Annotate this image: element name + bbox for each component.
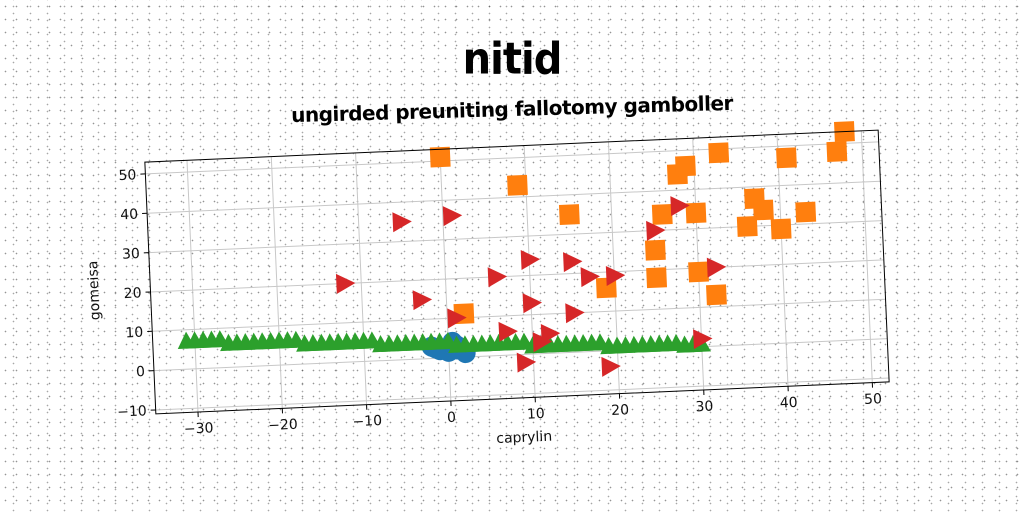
x-gridline — [439, 149, 452, 402]
data-point-square — [651, 203, 673, 225]
data-points — [177, 121, 855, 377]
data-point-triangle-right — [646, 220, 666, 241]
x-gridline — [860, 130, 873, 383]
x-tick-label: 20 — [611, 402, 630, 419]
plot-area: −30 −20 −10 0 10 20 30 40 50 −10 0 10 20 30 40 50 capry… — [85, 121, 890, 447]
data-point-square — [507, 174, 528, 196]
y-tick-label: −10 — [117, 403, 147, 420]
axis-ticks: −30 −20 −10 0 10 20 30 40 50 −10 0 10 20 30 40 50 — [117, 167, 883, 437]
y-gridline — [150, 259, 884, 293]
data-point-triangle-right — [520, 250, 541, 270]
data-point-square — [644, 239, 666, 261]
data-point-square — [706, 284, 727, 306]
x-tick-label: 0 — [447, 410, 457, 426]
y-gridline — [155, 377, 889, 411]
data-point-square — [752, 199, 774, 221]
data-point-triangle-right — [447, 308, 467, 329]
data-point-triangle-right — [335, 273, 356, 294]
chart-title: nitid — [462, 33, 563, 85]
data-point-triangle-right — [693, 329, 713, 350]
data-point-triangle-right — [487, 267, 508, 288]
data-point-triangle-right — [580, 267, 600, 288]
data-point-triangle-right — [565, 303, 585, 324]
y-tick-label: 0 — [136, 364, 146, 380]
y-gridline — [147, 180, 881, 214]
y-gridline — [152, 298, 886, 332]
x-tick-label: −30 — [184, 420, 214, 437]
x-gridline — [186, 160, 199, 413]
data-point-square — [685, 202, 707, 224]
data-point-triangle-right — [516, 352, 537, 373]
data-point-triangle-right — [412, 290, 433, 311]
x-gridline — [776, 134, 789, 387]
y-tick-label: 50 — [118, 167, 137, 184]
x-gridline — [270, 156, 283, 409]
x-tick-label: 10 — [527, 406, 546, 423]
data-point-triangle-right — [498, 321, 518, 342]
data-point-square — [795, 201, 817, 223]
data-point-square — [688, 261, 709, 283]
y-tick-label: 20 — [123, 285, 142, 302]
data-point-square — [736, 216, 758, 237]
x-gridline — [355, 152, 368, 405]
data-point-square — [558, 204, 580, 225]
x-gridline — [607, 141, 620, 394]
data-point-triangle-right — [670, 196, 690, 217]
data-point-square — [826, 141, 848, 163]
data-point-triangle-right — [392, 212, 412, 233]
data-point-triangle-right — [540, 324, 561, 344]
data-point-square — [770, 218, 792, 240]
data-point-triangle-right — [442, 206, 463, 227]
x-tick-label: 30 — [695, 399, 714, 416]
data-point-triangle-right — [605, 265, 626, 286]
data-point-square — [708, 142, 730, 164]
data-point-triangle-right — [563, 252, 583, 273]
plot-frame — [144, 129, 890, 415]
y-gridline — [148, 220, 883, 254]
x-tick-label: 40 — [779, 395, 798, 412]
data-point-square — [429, 146, 451, 168]
y-tick-label: 10 — [125, 325, 144, 342]
x-tick-label: −20 — [268, 417, 298, 434]
y-axis-label: gomeisa — [85, 260, 104, 320]
data-point-square — [646, 267, 668, 289]
x-axis-label: caprylin — [496, 429, 553, 447]
data-point-triangle-right — [601, 356, 621, 377]
data-point-triangle-right — [522, 293, 543, 314]
y-tick-label: 30 — [122, 246, 141, 263]
x-tick-label: 50 — [864, 391, 883, 408]
data-point-triangle-right — [706, 257, 727, 278]
gridlines — [145, 130, 889, 413]
x-tick-label: −10 — [352, 413, 382, 430]
data-point-square — [776, 147, 797, 169]
data-point-square — [675, 155, 696, 177]
y-gridline — [145, 141, 879, 175]
y-tick-label: 40 — [120, 207, 139, 224]
